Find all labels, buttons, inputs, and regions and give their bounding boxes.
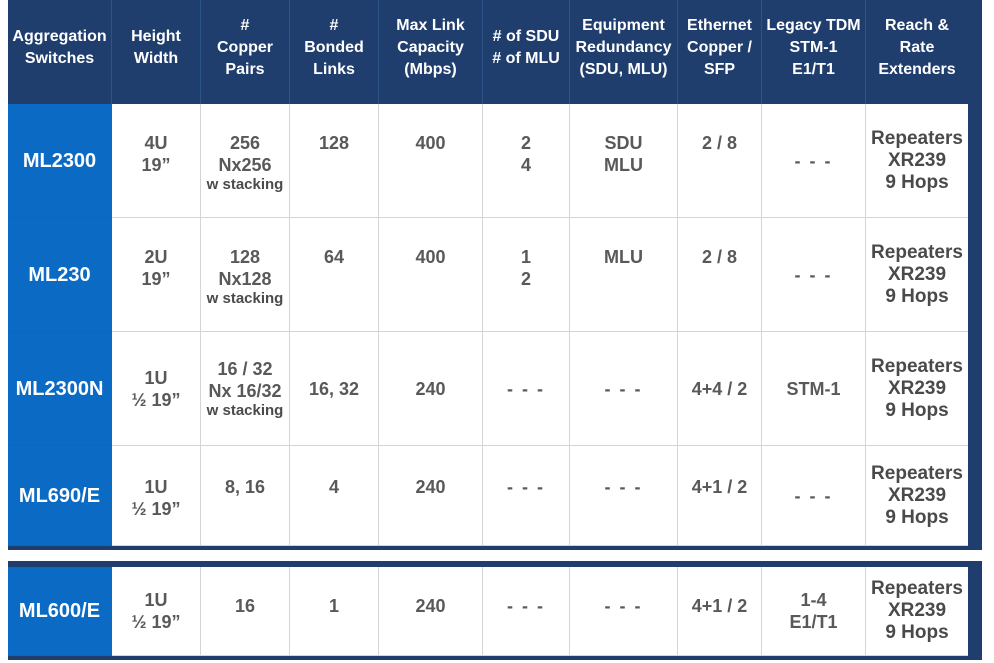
table-row-ml2300n: ML2300N 1U ½ 19” 16 / 32 Nx 16/32 w stackin… <box>8 332 982 446</box>
redundancy-cell: - - - <box>570 332 678 446</box>
max-capacity-cell: 240 <box>379 567 483 656</box>
model-name: ML600/E <box>8 567 112 656</box>
model-name: ML230 <box>8 218 112 332</box>
redundancy-cell: SDU MLU <box>570 104 678 218</box>
height-width-cell: 2U 19” <box>112 218 201 332</box>
header-max-link-capacity: Max Link Capacity (Mbps) <box>379 0 483 104</box>
header-equipment-redundancy: Equipment Redundancy (SDU, MLU) <box>570 0 678 104</box>
legacy-tdm-cell: STM-1 <box>762 332 866 446</box>
table-row-ml600e: ML600/E 1U ½ 19” 16 1 240 - - - - - - 4+1… <box>8 567 982 656</box>
max-capacity-cell: 400 <box>379 218 483 332</box>
header-sdu-mlu: # of SDU # of MLU <box>483 0 570 104</box>
main-spec-table: Aggregation Switches Height Width # Copper P… <box>8 0 982 550</box>
secondary-spec-table: ML600/E 1U ½ 19” 16 1 240 - - - - - - 4+1… <box>8 561 982 660</box>
model-name: ML2300N <box>8 332 112 446</box>
bonded-links-cell: 128 <box>290 104 379 218</box>
reach-extenders-cell: Repeaters XR239 9 Hops <box>866 218 968 332</box>
legacy-tdm-cell: - - - <box>762 218 866 332</box>
header-height-width: Height Width <box>112 0 201 104</box>
ethernet-cell: 4+4 / 2 <box>678 332 762 446</box>
sdu-mlu-cell: - - - <box>483 332 570 446</box>
max-capacity-cell: 400 <box>379 104 483 218</box>
legacy-tdm-cell: - - - <box>762 446 866 546</box>
height-width-cell: 1U ½ 19” <box>112 332 201 446</box>
reach-extenders-cell: Repeaters XR239 9 Hops <box>866 104 968 218</box>
reach-extenders-cell: Repeaters XR239 9 Hops <box>866 332 968 446</box>
copper-pairs-cell: 256 Nx256 w stacking <box>201 104 290 218</box>
copper-pairs-cell: 16 <box>201 567 290 656</box>
model-name: ML690/E <box>8 446 112 546</box>
redundancy-cell: - - - <box>570 446 678 546</box>
header-ethernet: Ethernet Copper / SFP <box>678 0 762 104</box>
height-width-cell: 1U ½ 19” <box>112 446 201 546</box>
copper-pairs-cell: 8, 16 <box>201 446 290 546</box>
header-row: Aggregation Switches Height Width # Copper P… <box>8 0 982 104</box>
height-width-cell: 1U ½ 19” <box>112 567 201 656</box>
max-capacity-cell: 240 <box>379 446 483 546</box>
legacy-tdm-cell: - - - <box>762 104 866 218</box>
copper-pairs-cell: 16 / 32 Nx 16/32 w stacking <box>201 332 290 446</box>
header-copper-pairs: # Copper Pairs <box>201 0 290 104</box>
sdu-mlu-cell: - - - <box>483 446 570 546</box>
ethernet-cell: 4+1 / 2 <box>678 446 762 546</box>
table-row-ml2300: ML2300 4U 19” 256 Nx256 w stacking 128 400 … <box>8 104 982 218</box>
bonded-links-cell: 16, 32 <box>290 332 379 446</box>
reach-extenders-cell: Repeaters XR239 9 Hops <box>866 567 968 656</box>
bonded-links-cell: 4 <box>290 446 379 546</box>
table-row-ml690e: ML690/E 1U ½ 19” 8, 16 4 240 - - - - - - … <box>8 446 982 546</box>
reach-extenders-cell: Repeaters XR239 9 Hops <box>866 446 968 546</box>
bonded-links-cell: 64 <box>290 218 379 332</box>
ethernet-cell: 4+1 / 2 <box>678 567 762 656</box>
header-legacy-tdm: Legacy TDM STM-1 E1/T1 <box>762 0 866 104</box>
sdu-mlu-cell: - - - <box>483 567 570 656</box>
redundancy-cell: - - - <box>570 567 678 656</box>
model-name: ML2300 <box>8 104 112 218</box>
ethernet-cell: 2 / 8 <box>678 218 762 332</box>
redundancy-cell: MLU <box>570 218 678 332</box>
legacy-tdm-cell: 1-4 E1/T1 <box>762 567 866 656</box>
header-reach-rate-extenders: Reach & Rate Extenders <box>878 17 956 78</box>
copper-pairs-cell: 128 Nx128 w stacking <box>201 218 290 332</box>
header-bonded-links: # Bonded Links <box>290 0 379 104</box>
bonded-links-cell: 1 <box>290 567 379 656</box>
ethernet-cell: 2 / 8 <box>678 104 762 218</box>
header-aggregation-switches: Aggregation Switches <box>8 0 112 104</box>
height-width-cell: 4U 19” <box>112 104 201 218</box>
max-capacity-cell: 240 <box>379 332 483 446</box>
